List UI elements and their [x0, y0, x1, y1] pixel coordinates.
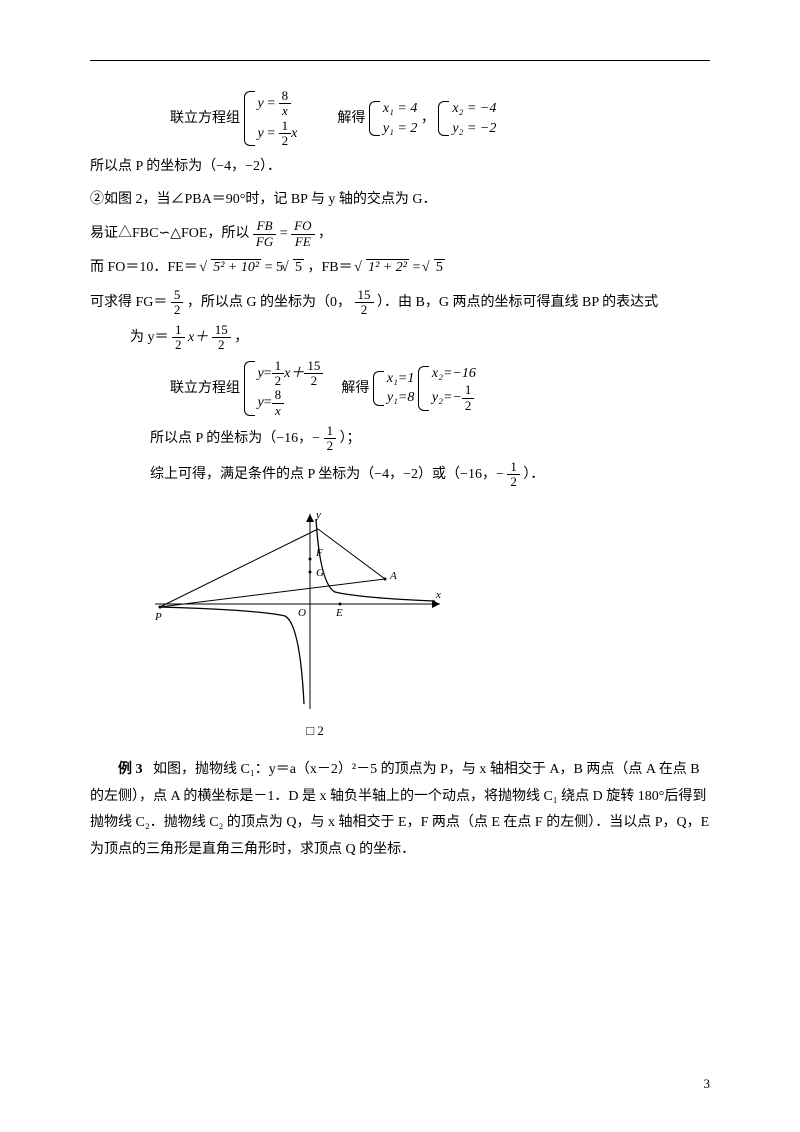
bp-mid: x＋ [188, 330, 208, 345]
text-similar: 易证△FBC∽△FOE，所以 FBFG = FOFE ， [90, 219, 710, 249]
sys1-label: 联立方程组 [170, 111, 240, 126]
fg-den: 2 [171, 303, 184, 317]
sol1-b: x₂ = −4 y₂ = −2 [438, 99, 496, 138]
g-num: 15 [355, 288, 374, 303]
sys1-brace: y = 8x y = 12x [244, 89, 298, 148]
label-A: A [389, 570, 397, 582]
bp-bnum: 15 [212, 323, 231, 338]
text-fg: 可求得 FG＝ 52 ，所以点 G 的坐标为（0， 152 ）．由 B，G 两点… [90, 288, 710, 318]
example-3-label: 例 3 [118, 762, 143, 777]
example-3: 例 3 如图，抛物线 C₁：y＝a（x－2）²－5 的顶点为 P，与 x 轴相交… [90, 757, 710, 863]
rad2-eq: = [412, 260, 420, 275]
sim-pre: 易证△FBC∽△FOE，所以 [90, 226, 253, 241]
label-x: x [435, 589, 441, 601]
text-case2: ②如图 2，当∠PBA＝90°时，记 BP 与 y 轴的交点为 G． [90, 187, 710, 214]
top-rule [90, 60, 710, 61]
sol2-a: x₁=1 y₁=8 [373, 369, 415, 408]
bp-pre: 为 y＝ [130, 330, 169, 345]
bp-anum: 1 [172, 323, 185, 338]
p2-tail: ）； [340, 431, 361, 446]
sum-den: 2 [507, 475, 520, 489]
fo-pre: 而 FO＝10．FE＝ [90, 260, 198, 275]
bp-tail: ， [234, 330, 248, 345]
example-3-body: 如图，抛物线 C₁：y＝a（x－2）²－5 的顶点为 P，与 x 轴相交于 A，… [90, 762, 709, 857]
sys1-eq1-den: x [279, 104, 292, 118]
sol2-label: 解得 [341, 381, 369, 396]
rad2: 1² + 2² [366, 259, 409, 275]
sol1-by: y₂ = −2 [452, 119, 496, 139]
sys1-eq2-den: 2 [279, 134, 292, 148]
sys1-eq2-num: 1 [279, 119, 292, 134]
fg-tail: ）．由 B，G 两点的坐标可得直线 BP 的表达式 [377, 295, 658, 310]
fg-num: 5 [171, 288, 184, 303]
sys1-eq1-num: 8 [279, 89, 292, 104]
rad1: 5² + 10² [211, 259, 261, 275]
page-number: 3 [704, 1076, 711, 1092]
text-pcoord: 所以点 P 的坐标为（−4，−2）． [90, 154, 710, 181]
sol1-ax: x₁ = 4 [383, 99, 418, 119]
s2e1-mid: x＋ [284, 366, 304, 381]
ratio-eq: = [280, 226, 288, 241]
label-E: E [335, 607, 343, 619]
label-G: G [316, 567, 324, 579]
label-P: P [154, 611, 162, 623]
g-den: 2 [355, 303, 374, 317]
figure-2: y x F G A O E P □ 2 [150, 509, 710, 739]
sol1-bx: x₂ = −4 [452, 99, 496, 119]
s2e2-num: 8 [272, 388, 285, 403]
text-bp-expr: 为 y＝ 12 x＋ 152 ， [90, 323, 710, 353]
system-1: 联立方程组 y = 8x y = 12x 解得 x₁ = 4 y₁ = 2 ， … [90, 89, 710, 148]
s2e1-bnum: 15 [304, 359, 323, 374]
sol2-b: x₂=−16 y₂=−12 [418, 364, 476, 413]
sol2-by-lhs: y₂=− [432, 390, 462, 405]
sys1-eq2-tail: x [291, 126, 297, 141]
label-y: y [315, 509, 321, 521]
sol2-ax: x₁=1 [387, 369, 415, 389]
sol2-ay: y₁=8 [387, 388, 415, 408]
s2e2-den: x [272, 404, 285, 418]
figure-caption: □ 2 [0, 723, 710, 739]
rad1-sqrt5: 5 [293, 259, 304, 275]
sol1-ay: y₁ = 2 [383, 119, 418, 139]
ratio-lden: FG [253, 235, 276, 249]
s2e1-aden: 2 [272, 374, 285, 388]
sol1-a: x₁ = 4 y₁ = 2 [369, 99, 418, 138]
ratio-rden: FE [291, 235, 314, 249]
ratio-tail: ， [318, 226, 332, 241]
label-O: O [298, 607, 306, 619]
text-summary: 综上可得，满足条件的点 P 坐标为（−4，−2）或（−16，− 12 ）． [90, 460, 710, 490]
rad2-sqrt5: 5 [434, 259, 445, 275]
sol1-sep: ， [421, 111, 435, 126]
sum-pre: 综上可得，满足条件的点 P 坐标为（−4，−2）或（−16，− [150, 467, 504, 482]
ratio-rnum: FO [291, 219, 314, 234]
p2-num: 1 [324, 424, 337, 439]
fb-pre: ，FB＝ [307, 260, 352, 275]
fg-pre: 可求得 FG＝ [90, 295, 167, 310]
sum-tail: ）． [523, 467, 544, 482]
sum-num: 1 [507, 460, 520, 475]
p2-den: 2 [324, 439, 337, 453]
sol2-by-den: 2 [462, 399, 475, 413]
sol1-label: 解得 [337, 111, 365, 126]
s2e1-anum: 1 [272, 359, 285, 374]
s2e1-bden: 2 [304, 374, 323, 388]
bp-bden: 2 [212, 338, 231, 352]
sol2-by-num: 1 [462, 383, 475, 398]
label-F: F [315, 547, 323, 559]
ratio-lnum: FB [253, 219, 276, 234]
figure-svg: y x F G A O E P [150, 509, 450, 719]
p2-pre: 所以点 P 的坐标为（−16，− [150, 431, 320, 446]
sys2-label: 联立方程组 [170, 381, 240, 396]
sol2-bx: x₂=−16 [432, 364, 476, 384]
sys2-brace: y=12x＋152 y=8x [244, 359, 324, 418]
text-p2: 所以点 P 的坐标为（−16，− 12 ）； [90, 424, 710, 454]
text-fo: 而 FO＝10．FE＝ 5² + 10² = 55 ，FB＝ 1² + 2² =… [90, 255, 710, 282]
bp-aden: 2 [172, 338, 185, 352]
system-2: 联立方程组 y=12x＋152 y=8x 解得 x₁=1 y₁=8 x₂=−16… [90, 359, 710, 418]
fg-mid: ，所以点 G 的坐标为（0， [187, 295, 351, 310]
